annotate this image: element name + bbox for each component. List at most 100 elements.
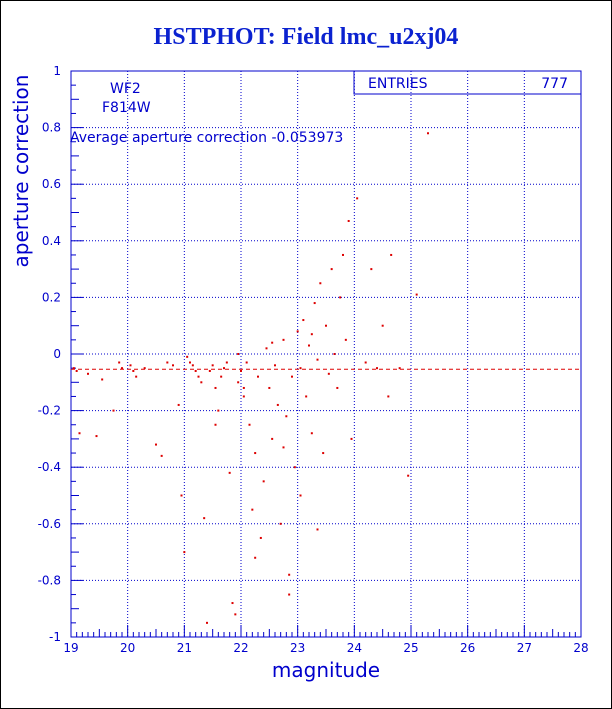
data-point — [265, 347, 268, 350]
data-point — [308, 344, 310, 347]
data-point — [118, 361, 121, 364]
data-point — [259, 536, 262, 539]
data-point — [231, 602, 234, 605]
data-point — [234, 613, 237, 616]
data-point — [95, 435, 98, 438]
y-tick-label: 0.2 — [42, 290, 61, 304]
data-point — [350, 437, 353, 440]
x-axis-label: magnitude — [272, 658, 380, 682]
data-point — [214, 423, 217, 426]
data-point — [180, 494, 183, 497]
y-tick-label: -0.4 — [38, 460, 61, 474]
data-point — [262, 480, 265, 483]
data-point — [398, 367, 401, 370]
x-tick-label: 26 — [460, 641, 475, 655]
data-point — [296, 330, 299, 333]
data-point — [121, 367, 123, 370]
data-point — [336, 386, 339, 389]
chart-title: HSTPHOT: Field lmc_u2xj04 — [153, 24, 459, 50]
data-point — [211, 364, 214, 367]
data-point — [268, 386, 271, 389]
y-tick-label: 0.4 — [42, 234, 61, 248]
data-point — [364, 361, 367, 364]
y-tick-label: -1 — [49, 630, 61, 644]
filter-label: F814W — [102, 100, 151, 116]
data-point — [129, 364, 132, 367]
data-point — [112, 409, 115, 412]
x-tick-label: 23 — [290, 641, 305, 655]
y-tick-label: -0.2 — [38, 404, 61, 418]
data-point — [214, 386, 217, 389]
data-point — [282, 338, 285, 341]
data-point — [316, 528, 319, 531]
data-point — [135, 375, 138, 378]
data-point — [390, 253, 393, 256]
stats-label: ENTRIES — [368, 76, 428, 92]
data-point — [310, 432, 313, 435]
data-point — [166, 361, 169, 364]
data-point — [299, 494, 302, 497]
data-point — [319, 282, 322, 285]
data-point — [237, 381, 240, 384]
x-tick-label: 28 — [573, 641, 588, 655]
data-point — [186, 355, 189, 358]
data-point — [217, 409, 220, 412]
data-point — [342, 253, 344, 256]
data-point — [274, 364, 276, 367]
y-tick-label: -0.6 — [38, 517, 61, 531]
data-point — [313, 302, 316, 305]
data-point — [370, 268, 373, 271]
x-tick-label: 27 — [517, 641, 532, 655]
data-point — [189, 361, 191, 364]
data-point — [291, 375, 293, 378]
data-point — [177, 403, 180, 406]
data-point — [330, 268, 333, 271]
data-point — [376, 367, 378, 370]
data-point — [299, 367, 302, 370]
data-point — [203, 517, 206, 520]
y-tick-label: 0 — [53, 347, 61, 361]
data-point — [228, 471, 231, 474]
y-tick-label: 0.6 — [42, 177, 61, 191]
y-axis-label: aperture correction — [9, 75, 33, 268]
data-point — [160, 454, 163, 457]
average-text: Average aperture correction -0.053973 — [70, 130, 343, 146]
data-point — [240, 369, 242, 372]
data-point — [200, 381, 203, 384]
x-tick-label: 22 — [233, 641, 248, 655]
data-point — [208, 369, 211, 372]
data-point — [282, 446, 285, 449]
data-point — [223, 367, 225, 370]
axes: 19 20 21 22 23 24 25 26 27 28 -1 -0.8 -0.6 -0.4 -0.2 0 0… — [38, 64, 589, 655]
data-point — [183, 551, 186, 554]
data-point — [245, 361, 248, 364]
data-point — [347, 219, 350, 222]
data-point — [254, 556, 257, 559]
data-point — [285, 415, 288, 418]
data-point — [288, 593, 291, 596]
data-point — [242, 395, 245, 398]
grid-lines — [71, 71, 581, 637]
data-point — [194, 369, 197, 372]
data-point — [407, 474, 410, 477]
data-point — [206, 621, 208, 624]
data-point — [344, 338, 347, 341]
data-point — [339, 296, 342, 299]
data-point — [72, 367, 75, 370]
data-point — [356, 197, 359, 200]
data-point — [132, 369, 135, 372]
data-point — [415, 293, 418, 296]
y-tick-label: 0.8 — [42, 121, 61, 135]
data-point — [333, 353, 336, 355]
data-point — [325, 324, 327, 327]
stats-value: 777 — [541, 76, 568, 92]
data-point — [191, 364, 194, 367]
data-point — [237, 353, 240, 355]
data-point — [78, 432, 81, 435]
y-tick-label: -0.8 — [38, 573, 61, 587]
data-point — [87, 372, 89, 375]
data-point — [322, 452, 325, 455]
data-point — [248, 423, 251, 426]
x-tick-label: 20 — [120, 641, 135, 655]
